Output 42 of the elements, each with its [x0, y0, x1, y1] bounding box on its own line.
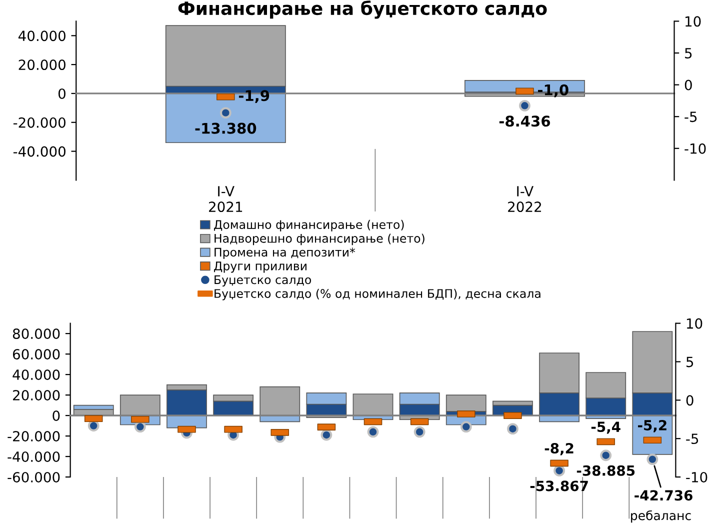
- x-tick-label: I-V 2021: [209, 186, 242, 212]
- legend-label: Промена на депозити*: [214, 248, 356, 259]
- y2-tick-label: -5: [684, 112, 697, 122]
- y-tick-label: -20.000: [13, 117, 66, 128]
- data-label: -5,4: [591, 422, 620, 434]
- y2-tick-label: 0: [686, 395, 694, 406]
- y-tick-label: 0: [58, 88, 66, 99]
- y-tick-label: 20.000: [18, 60, 66, 70]
- y-tick-label: 80.000: [12, 328, 60, 340]
- legend-label: Надворешно финансирање (нето): [214, 234, 424, 246]
- data-label: -53.867: [530, 480, 588, 492]
- x-tick-label: I-V 2022: [508, 186, 541, 212]
- legend-label: Буџетско салдо: [214, 275, 312, 286]
- data-label: -8.436: [499, 116, 550, 127]
- data-label: -42.736: [634, 490, 692, 501]
- legend-label: Други приливи: [214, 262, 306, 273]
- y-tick-label: -20.000: [8, 430, 60, 442]
- data-label: -5,2: [638, 420, 666, 432]
- y2-tick-label: -10: [686, 472, 708, 482]
- chart-title: Финансирање на буџетското салдо: [178, 0, 547, 19]
- y2-tick-label: 5: [686, 356, 694, 368]
- y-tick-label: -40.000: [13, 146, 66, 157]
- y-tick-label: 20.000: [13, 390, 60, 400]
- legend-label: Буџетско салдо (% од номинален БДП), десна скала: [214, 288, 540, 300]
- y2-tick-label: 0: [684, 80, 692, 90]
- y-tick-label: 60.000: [12, 349, 60, 360]
- data-label: -13.380: [195, 122, 256, 134]
- legend-label: Домашно финансирање (нето): [214, 220, 404, 232]
- data-label: -1,9: [238, 90, 270, 103]
- y2-tick-label: 5: [685, 48, 692, 58]
- y2-tick-label: -10: [684, 143, 706, 154]
- y-tick-label: 0: [52, 410, 60, 421]
- y2-tick-label: 10: [686, 16, 701, 27]
- y-tick-label: -40.000: [8, 451, 60, 462]
- y2-tick-label: 10: [686, 318, 702, 329]
- y-tick-label: -60.000: [8, 472, 60, 482]
- data-label: -8,2: [544, 443, 574, 456]
- text: ребаланс: [631, 510, 691, 523]
- y-tick-label: 40.000: [12, 370, 60, 380]
- data-label: -38.885: [576, 465, 635, 476]
- y2-tick-label: -5: [686, 434, 698, 444]
- y-tick-label: 40.000: [18, 30, 66, 42]
